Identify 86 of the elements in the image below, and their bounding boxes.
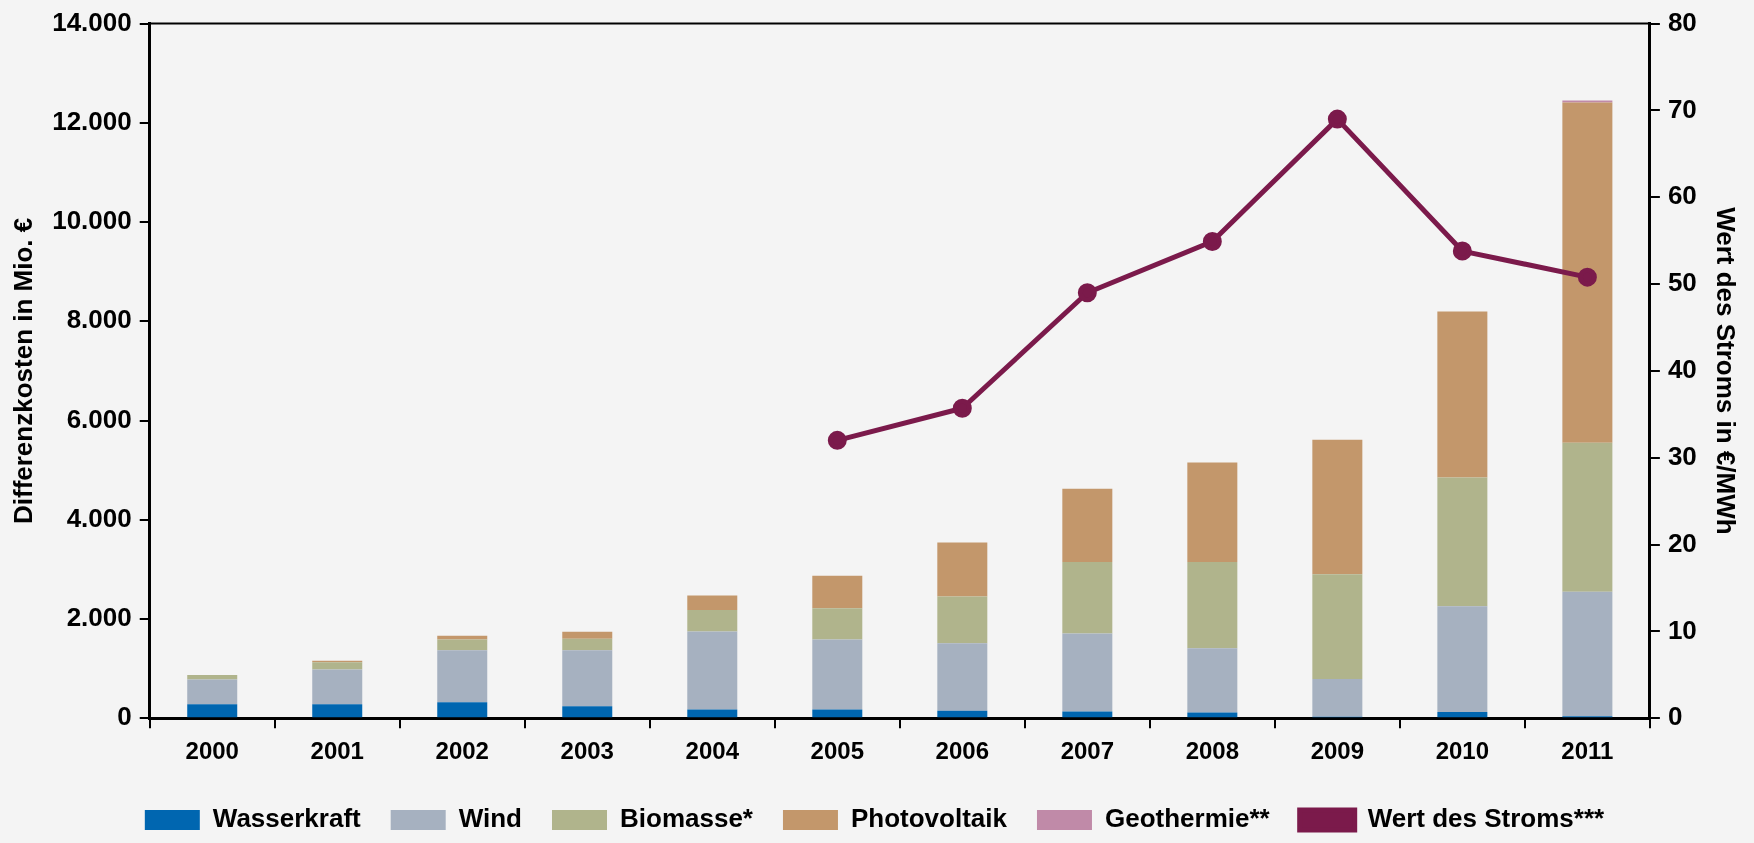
x-tick-label: 2006: [935, 737, 989, 765]
x-tick-label: 2005: [810, 737, 864, 765]
bar: [1312, 439, 1363, 575]
bar: [937, 596, 988, 644]
bar: [187, 704, 238, 718]
y-tick-label: 10.000: [52, 205, 132, 236]
bar: [562, 638, 613, 651]
bar: [312, 669, 363, 705]
legend-label: Geothermie**: [1104, 803, 1271, 834]
y2-tick-label: 10: [1667, 614, 1697, 645]
bar: [687, 610, 738, 632]
point: [1452, 241, 1472, 261]
bar: [812, 709, 863, 718]
x-tick-label: 2003: [560, 737, 614, 765]
bar: [812, 639, 863, 710]
x-tick-label: 2002: [435, 737, 489, 765]
bar: [1437, 477, 1488, 607]
bar: [187, 679, 238, 705]
x-tick-label: 2007: [1060, 737, 1115, 765]
x-tick-label: 2004: [685, 737, 740, 765]
y2-tick-label: 60: [1667, 180, 1697, 211]
bar: [937, 643, 988, 711]
y-tick-label: 14.000: [52, 6, 132, 37]
y-tick-label: 4.000: [66, 502, 132, 533]
y2-tick-label: 50: [1667, 267, 1697, 298]
point: [1077, 283, 1097, 303]
bar: [812, 575, 863, 609]
bar: [1312, 574, 1363, 680]
bar: [1062, 633, 1113, 712]
y2-axis-title: Wert des Stroms in €/MWh: [1711, 207, 1742, 535]
y2-tick-label: 30: [1667, 440, 1697, 471]
bar: [437, 639, 488, 651]
bar: [1562, 442, 1613, 592]
bar: [687, 709, 738, 718]
y2-tick-label: 40: [1667, 354, 1697, 385]
bar: [1062, 562, 1113, 634]
bar: [1562, 102, 1613, 443]
y-tick-label: 12.000: [52, 106, 132, 136]
bar: [1187, 462, 1238, 563]
y2-tick-label: 70: [1667, 93, 1697, 124]
legend-label: Wind: [458, 803, 523, 834]
bar: [812, 608, 863, 640]
y-tick-label: 6.000: [66, 403, 132, 434]
y-tick-label: 2.000: [66, 602, 132, 633]
legend-label: Biomasse*: [620, 803, 754, 834]
x-tick-label: 2001: [310, 737, 364, 765]
bar: [562, 631, 613, 639]
bar: [1187, 648, 1238, 713]
legend-label: Wasserkraft: [212, 803, 362, 834]
bar: [937, 542, 988, 597]
bar: [312, 662, 363, 670]
y-tick-label: 0: [117, 701, 132, 732]
point: [827, 430, 847, 450]
x-tick-label: 2009: [1310, 737, 1365, 765]
bar: [437, 702, 488, 718]
y-tick-label: 8.000: [66, 304, 132, 335]
bar: [562, 706, 613, 718]
bar: [1312, 679, 1363, 717]
bar: [1062, 488, 1113, 563]
y2-tick-label: 0: [1667, 701, 1683, 732]
x-tick-label: 2008: [1185, 737, 1240, 765]
point: [952, 398, 972, 418]
x-tick-label: 2000: [185, 737, 239, 765]
bar: [187, 675, 238, 680]
x-tick-label: 2010: [1435, 737, 1490, 765]
bar: [937, 710, 988, 718]
bar: [1437, 712, 1488, 718]
bar: [687, 631, 738, 710]
bar: [437, 635, 488, 640]
point: [1577, 267, 1597, 287]
point: [1327, 109, 1347, 129]
point: [1202, 232, 1222, 252]
bar: [1562, 591, 1613, 717]
x-tick-label: 2011: [1561, 737, 1614, 765]
bar: [562, 650, 613, 707]
bar: [687, 595, 738, 611]
bar: [1437, 606, 1488, 713]
bar: [1437, 311, 1488, 478]
y2-tick-label: 20: [1667, 527, 1697, 558]
bar: [312, 704, 363, 718]
legend-label: Wert des Stroms***: [1367, 803, 1606, 834]
bar: [437, 650, 488, 703]
y-axis-title: Differenzkosten in Mio. €: [7, 217, 38, 525]
bar: [1187, 562, 1238, 649]
y2-tick-label: 80: [1667, 6, 1697, 37]
legend-label: Photovoltaik: [850, 803, 1008, 834]
